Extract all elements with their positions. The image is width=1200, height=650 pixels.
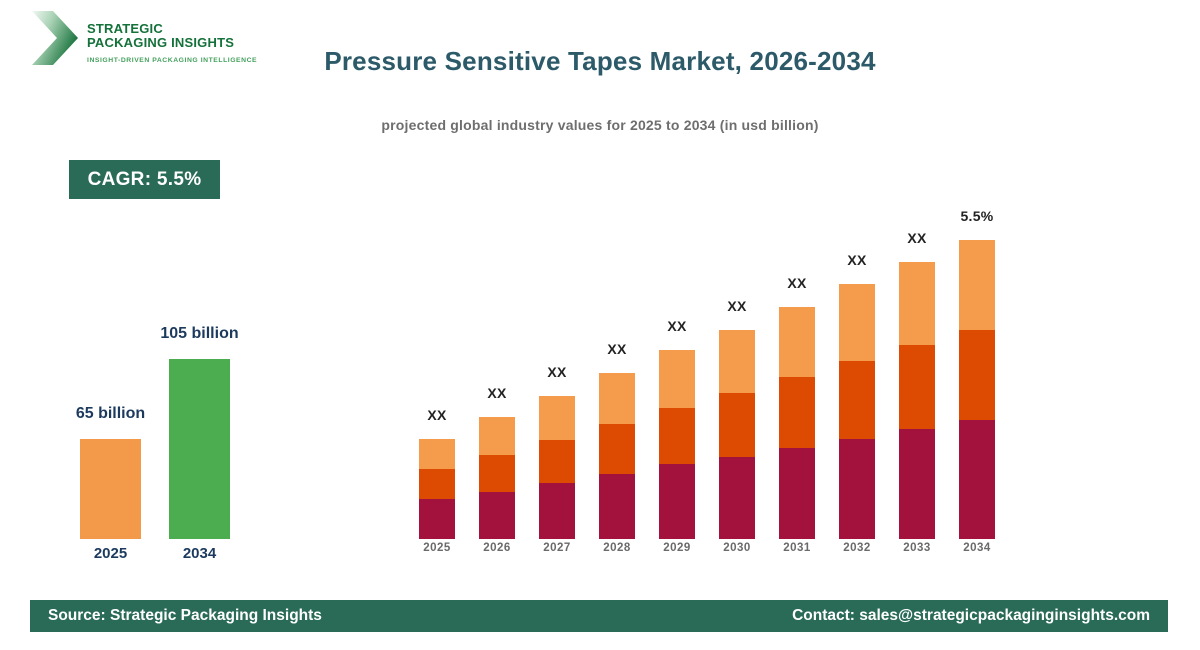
page-subtitle: projected global industry values for 202… bbox=[381, 117, 819, 133]
projection-bar-2027-segment-middle bbox=[539, 440, 575, 483]
projection-bar-top-label: XX bbox=[787, 275, 807, 291]
comparison-bar-2034 bbox=[169, 359, 230, 539]
projection-bar-top-label: XX bbox=[547, 364, 567, 380]
projection-bar-top-label: 5.5% bbox=[960, 208, 994, 224]
projection-bar-2033-segment-bottom bbox=[899, 429, 935, 539]
brand-name-line1: STRATEGIC bbox=[87, 21, 163, 36]
projection-bar-top-label: XX bbox=[667, 318, 687, 334]
brand-wordmark: STRATEGIC PACKAGING INSIGHTS INSIGHT-DRI… bbox=[87, 21, 258, 65]
projection-bar-top-label: XX bbox=[727, 298, 747, 314]
projection-bar-2033-segment-top bbox=[899, 262, 935, 345]
projection-bar-2029-segment-top bbox=[659, 350, 695, 408]
projection-axis-year-label: 2030 bbox=[723, 542, 751, 554]
projection-bar-2028-segment-middle bbox=[599, 424, 635, 474]
projection-bar-2033-segment-middle bbox=[899, 345, 935, 429]
projection-bar-2025-segment-middle bbox=[419, 469, 455, 499]
footer-source-text: Source: Strategic Packaging Insights bbox=[48, 607, 322, 624]
projection-bar-2032-segment-top bbox=[839, 284, 875, 361]
comparison-value-label: 105 billion bbox=[160, 325, 239, 342]
comparison-bar-2025 bbox=[80, 439, 141, 539]
projection-bar-2031-segment-bottom bbox=[779, 448, 815, 539]
projection-axis-year-label: 2027 bbox=[543, 542, 571, 554]
projection-bar-top-label: XX bbox=[607, 341, 627, 357]
projection-axis-year-label: 2034 bbox=[963, 542, 991, 554]
projection-bar-2027-segment-top bbox=[539, 396, 575, 440]
projection-bar-2025-segment-bottom bbox=[419, 499, 455, 539]
projection-bar-2034-segment-top bbox=[959, 240, 995, 330]
projection-bar-2034-segment-bottom bbox=[959, 420, 995, 539]
projection-axis-year-label: 2026 bbox=[483, 542, 511, 554]
projection-bar-2030-segment-bottom bbox=[719, 457, 755, 539]
projection-bar-2034-segment-middle bbox=[959, 330, 995, 420]
brand-name-line2: PACKAGING INSIGHTS bbox=[87, 35, 235, 50]
projection-bar-top-label: XX bbox=[847, 252, 867, 268]
projection-bar-top-label: XX bbox=[427, 407, 447, 423]
projection-bar-2031-segment-middle bbox=[779, 377, 815, 448]
projection-bar-2028-segment-top bbox=[599, 373, 635, 424]
footer-contact-text: Contact: sales@strategicpackaginginsight… bbox=[792, 607, 1150, 624]
comparison-axis-year-label: 2025 bbox=[93, 545, 128, 562]
projection-bar-2027-segment-bottom bbox=[539, 483, 575, 539]
projection-bar-2029-segment-middle bbox=[659, 408, 695, 464]
projection-bar-2028-segment-bottom bbox=[599, 474, 635, 539]
projection-bar-2029-segment-bottom bbox=[659, 464, 695, 539]
projection-bar-2025-segment-top bbox=[419, 439, 455, 469]
chevron-arrow-icon bbox=[32, 11, 78, 65]
projection-bar-2030-segment-top bbox=[719, 330, 755, 393]
projection-axis-year-label: 2029 bbox=[663, 542, 691, 554]
footer-bar: Source: Strategic Packaging Insights Con… bbox=[30, 600, 1168, 632]
projection-bar-2031-segment-top bbox=[779, 307, 815, 377]
brand-logo: STRATEGIC PACKAGING INSIGHTS INSIGHT-DRI… bbox=[30, 11, 257, 65]
projection-axis-year-label: 2031 bbox=[783, 542, 811, 554]
projection-bar-2032-segment-middle bbox=[839, 361, 875, 439]
projection-bar-2026-segment-bottom bbox=[479, 492, 515, 539]
comparison-value-label: 65 billion bbox=[75, 405, 146, 422]
projection-axis-year-label: 2033 bbox=[903, 542, 931, 554]
projection-bar-top-label: XX bbox=[487, 385, 507, 401]
projection-axis-year-label: 2028 bbox=[603, 542, 631, 554]
projection-bar-2032-segment-bottom bbox=[839, 439, 875, 539]
comparison-axis-year-label: 2034 bbox=[182, 545, 217, 562]
cagr-badge: CAGR: 5.5% bbox=[69, 160, 220, 199]
page-title: Pressure Sensitive Tapes Market, 2026-20… bbox=[324, 46, 876, 76]
brand-tagline: INSIGHT-DRIVEN PACKAGING INTELLIGENCE bbox=[87, 57, 258, 64]
projection-axis-year-label: 2032 bbox=[843, 542, 871, 554]
projection-bar-top-label: XX bbox=[907, 230, 927, 246]
projection-axis-year-label: 2025 bbox=[423, 542, 451, 554]
projection-bar-2026-segment-top bbox=[479, 417, 515, 455]
projection-bar-2030-segment-middle bbox=[719, 393, 755, 457]
projection-bar-2026-segment-middle bbox=[479, 455, 515, 492]
